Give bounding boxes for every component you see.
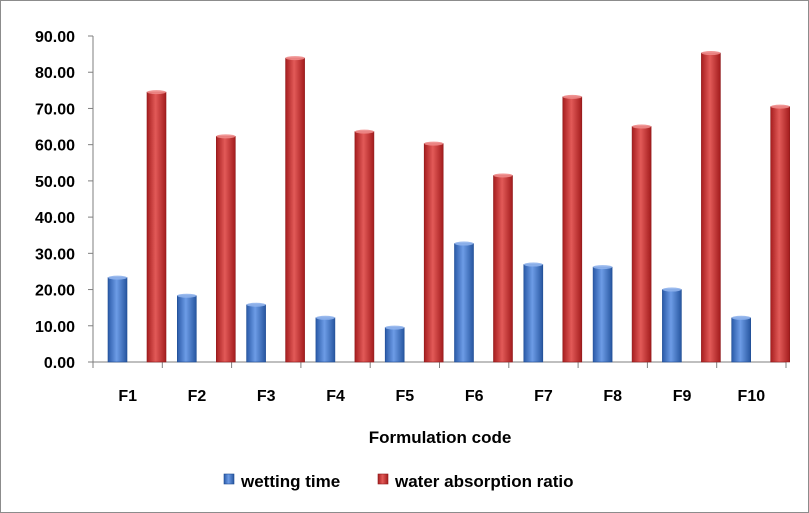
bar-top-highlight <box>354 129 374 134</box>
y-tick-label: 40.00 <box>35 210 75 227</box>
bar-top-highlight <box>662 287 682 292</box>
y-tick-label: 20.00 <box>35 283 75 300</box>
bar-top-highlight <box>315 315 335 320</box>
bar-top-highlight <box>147 90 166 95</box>
water-absorption-ratio-bar-f8 <box>631 126 652 363</box>
bar-top-highlight <box>424 141 444 146</box>
y-tick-label: 70.00 <box>35 101 75 118</box>
legend-swatch <box>377 473 389 485</box>
x-axis-title: Formulation code <box>369 428 512 447</box>
x-tick-label: F4 <box>326 388 345 405</box>
x-tick-label: F5 <box>396 388 415 405</box>
wetting-time-bar-f9 <box>662 289 682 363</box>
wetting-time-bar-f7 <box>523 264 544 363</box>
bar-top-highlight <box>731 315 751 320</box>
water-absorption-ratio-bar-f7 <box>562 96 583 363</box>
bar-top-highlight <box>285 56 305 61</box>
wetting-time-bar-f1 <box>107 277 128 363</box>
bar-top-highlight <box>177 293 197 298</box>
bar-top-highlight <box>593 265 613 270</box>
wetting-time-bar-f2 <box>177 295 197 363</box>
x-tick-label: F3 <box>257 388 276 405</box>
bar-top-highlight <box>216 134 236 139</box>
wetting-time-bar-f10 <box>731 317 752 363</box>
y-axis: 0.00 10.00 20.00 30.00 40.00 50.00 60.00 70.00 8… <box>35 29 94 372</box>
water-absorption-ratio-bar-f3 <box>285 57 305 363</box>
bar-top-highlight <box>493 173 513 178</box>
bars <box>107 51 791 363</box>
legend: wetting time water absorption ratio <box>223 472 574 491</box>
bar-top-highlight <box>108 275 127 280</box>
y-tick-label: 80.00 <box>35 65 75 82</box>
bar-top-highlight <box>562 94 582 99</box>
water-absorption-ratio-bar-f2 <box>216 136 236 363</box>
wetting-time-bar-f6 <box>454 243 474 363</box>
bar-top-highlight <box>454 241 474 246</box>
water-absorption-ratio-bar-f4 <box>354 131 375 363</box>
bar-top-highlight <box>770 104 790 109</box>
bar-top-highlight <box>632 124 652 129</box>
water-absorption-ratio-bar-f10 <box>770 106 791 363</box>
legend-swatch <box>223 473 235 485</box>
wetting-time-bar-f3 <box>246 304 266 363</box>
bar-top-highlight <box>385 325 405 330</box>
bar-top-highlight <box>246 302 266 307</box>
water-absorption-ratio-bar-f5 <box>423 143 444 363</box>
y-tick-label: 0.00 <box>44 355 75 372</box>
y-tick-label: 60.00 <box>35 138 75 155</box>
y-tick-label: 30.00 <box>35 246 75 263</box>
x-tick-label: F10 <box>738 388 766 405</box>
y-tick-label: 10.00 <box>35 319 75 336</box>
water-absorption-ratio-bar-f1 <box>146 91 167 363</box>
wetting-time-bar-f5 <box>384 327 405 363</box>
y-tick-label: 90.00 <box>35 29 75 46</box>
water-absorption-ratio-bar-f6 <box>493 175 513 363</box>
legend-label: water absorption ratio <box>394 472 574 491</box>
x-tick-label: F2 <box>188 388 207 405</box>
x-tick-label: F9 <box>673 388 692 405</box>
legend-label: wetting time <box>240 472 340 491</box>
x-tick-label: F1 <box>118 388 137 405</box>
bar-top-highlight <box>523 262 543 267</box>
x-tick-label: F7 <box>534 388 553 405</box>
bar-top-highlight <box>701 51 721 56</box>
y-tick-label: 50.00 <box>35 174 75 191</box>
x-tick-label: F6 <box>465 388 484 405</box>
wetting-time-bar-f8 <box>592 266 613 363</box>
x-tick-label: F8 <box>603 388 622 405</box>
water-absorption-ratio-bar-f9 <box>701 52 721 363</box>
x-axis: F1 F2 F3 F4 F5 F6 F7 F8 F9 F10 <box>92 361 787 405</box>
wetting-time-bar-f4 <box>315 317 336 363</box>
